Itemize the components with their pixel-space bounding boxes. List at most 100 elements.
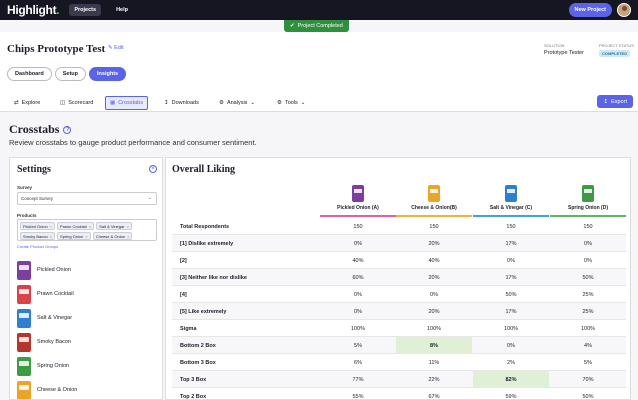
table-row: Bottom 2 Box 5% 8% 0% 4% [172,337,626,354]
tab-downloads[interactable]: ↧ Downloads [164,100,199,106]
table-cell: 100% [580,325,596,332]
tools-icon: ⚙ [277,100,282,106]
remove-chip-icon[interactable]: × [126,223,129,229]
table-row: Bottom 3 Box 6% 11% 2% 5% [172,354,626,371]
project-header: Chips Prototype Test ✎ Edit SOLUTION Pro… [0,32,638,112]
table-cell: 25% [582,291,594,298]
table-cell: 60% [352,274,364,281]
remove-chip-icon[interactable]: × [88,223,92,229]
remove-chip-icon[interactable]: × [127,233,130,239]
export-button[interactable]: ↥ Export [597,95,633,108]
tab-setup[interactable]: Setup [54,67,87,81]
table-cell: 0% [354,291,362,298]
product-chip: Salt & Vinegar × [96,222,132,230]
tab-explore[interactable]: ⇄ Explore [14,100,41,106]
table-cell: 55% [352,393,364,400]
create-product-groups-link[interactable]: Create Product Groups [17,244,59,249]
table-cell: 0% [584,240,592,247]
table-icon: ▦ [110,100,116,106]
product-name: Spring Onion [37,363,70,369]
row-label: Total Respondents [180,223,230,230]
column-header: Cheese & Onion(B) [396,185,472,217]
product-name: Prawn Cocktail [37,291,74,297]
download-icon: ↧ [164,100,169,106]
table-row: Top 3 Box 77% 22% 82% 70% [172,371,626,388]
table-cell: 100% [426,325,442,332]
tab-insights[interactable]: Insights [89,67,127,81]
row-label: [1] Dislike extremely [180,240,234,247]
product-name: Pickled Onion [37,267,71,273]
edit-project-link[interactable]: ✎ Edit [108,45,124,51]
status-badge: COMPLETED [599,50,631,57]
export-icon: ↥ [603,98,609,105]
table-cell: 0% [507,342,515,349]
product-chip-label: Smoky Bacon [23,233,48,239]
new-project-button[interactable]: New Project [568,3,612,17]
table-cell: 82% [473,371,549,388]
product-list-item[interactable]: Pickled Onion [17,258,77,282]
chevron-down-icon: ⌄ [300,100,306,106]
top-navigation-bar: Highlight. Projects Help New Project [0,0,638,20]
table-cell: 0% [354,240,362,247]
tab-crosstabs[interactable]: ▦ Crosstabs [105,96,148,110]
tab-dashboard[interactable]: Dashboard [7,67,52,81]
product-name: Salt & Vinegar [37,315,73,321]
nav-help[interactable]: Help [116,7,128,13]
nav-projects[interactable]: Projects [69,4,102,16]
tab-tools[interactable]: ⚙ Tools ⌄ [277,100,306,106]
remove-chip-icon[interactable]: × [49,233,53,239]
project-status-meta: PROJECT STATUS COMPLETED [599,43,634,57]
row-label: Top 2 Box [180,393,207,400]
column-color-bar [550,215,626,217]
project-title: Chips Prototype Test [7,43,106,55]
highlight-logo[interactable]: Highlight. [7,3,60,17]
table-cell: 59% [505,393,517,400]
remove-chip-icon[interactable]: × [85,233,88,239]
table-cell: 50% [582,393,594,400]
table-cell: 0% [507,257,515,264]
table-cell: 50% [505,291,517,298]
project-subtabs: Dashboard Setup Insights [7,67,127,81]
chip-bag-image [17,260,31,280]
table-cell: 5% [354,342,362,349]
products-multiselect[interactable]: Pickled Onion × Prawn Cocktail × Salt & Vine… [17,219,157,241]
product-chip: Prawn Cocktail × [57,222,95,230]
chevron-down-icon: ⌄ [250,100,256,106]
column-name: Salt & Vinegar (C) [489,205,533,211]
table-cell: 150 [353,223,363,230]
tab-scorecard[interactable]: ◫ Scorecard [60,100,94,106]
table-cell: 70% [582,376,594,383]
chip-bag-image [17,356,31,376]
row-label: [3] Neither like nor dislike [180,274,247,281]
close-icon[interactable]: × [149,165,157,173]
table-cell: 100% [503,325,519,332]
product-list-item[interactable]: Prawn Cocktail [17,282,77,306]
settings-title: Settings [17,164,51,175]
product-list-item[interactable]: Spring Onion [17,354,77,378]
page-title: Crosstabs? [9,122,72,137]
table-cell: 0% [354,308,362,315]
explore-icon: ⇄ [14,100,19,106]
table-cell: 0% [430,291,438,298]
info-icon[interactable]: ? [63,126,72,134]
chip-bag-image [17,332,31,352]
table-row: [5] Like extremely 0% 20% 17% 25% [172,303,626,320]
survey-label: Survey [17,185,33,190]
project-completed-toast: ✔ Project Completed [284,20,349,32]
table-cell: 50% [582,274,594,281]
table-cell: 4% [584,342,592,349]
product-list-item[interactable]: Cheese & Onion [17,378,77,399]
column-header: Salt & Vinegar (C) [473,185,549,217]
survey-select[interactable]: Concept Survey ⌄ [17,192,157,205]
table-row: [2] 40% 40% 0% 0% [172,252,626,269]
product-chip-label: Salt & Vinegar [99,223,125,229]
product-list-item[interactable]: Smoky Bacon [17,330,77,354]
product-list-item[interactable]: Salt & Vinegar [17,306,77,330]
remove-chip-icon[interactable]: × [49,223,53,229]
tab-analysis[interactable]: ⚙ Analysis ⌄ [219,100,256,106]
column-name: Cheese & Onion(B) [411,205,457,211]
insights-tab-row: ⇄ Explore ◫ Scorecard ▦ Crosstabs ↧ Download… [0,94,638,112]
product-chip-label: Pickled Onion [23,223,48,229]
table-row: [4] 0% 0% 50% 25% [172,286,626,303]
user-avatar[interactable] [617,3,631,17]
